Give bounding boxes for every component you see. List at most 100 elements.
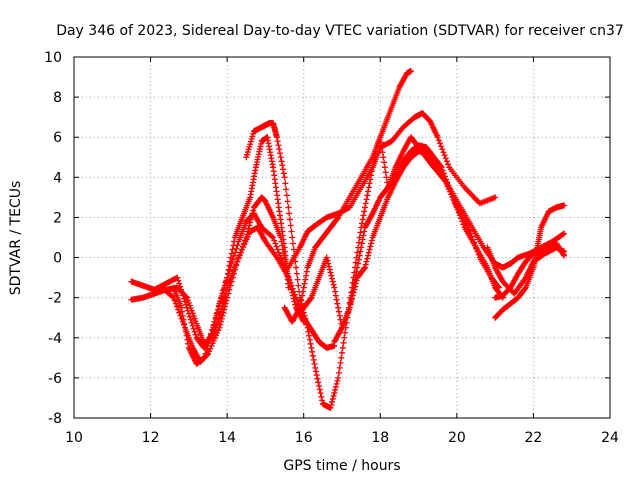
- data-point: [288, 282, 295, 289]
- data-point: [325, 263, 332, 270]
- data-point: [325, 260, 332, 267]
- data-point: [232, 249, 239, 256]
- data-point: [336, 364, 343, 371]
- data-point: [439, 167, 446, 174]
- data-point: [282, 267, 289, 274]
- data-point: [330, 392, 337, 399]
- data-point: [303, 268, 310, 275]
- data-point: [285, 204, 292, 211]
- data-point: [303, 318, 310, 325]
- series-track-4: [170, 210, 338, 367]
- data-point: [185, 340, 192, 347]
- data-point: [213, 310, 220, 317]
- data-point: [224, 274, 231, 281]
- data-point: [237, 249, 244, 256]
- data-point: [362, 200, 369, 207]
- data-point: [190, 325, 197, 332]
- data-point: [307, 340, 314, 347]
- data-point: [279, 242, 286, 249]
- data-point: [279, 162, 286, 169]
- data-point: [273, 243, 280, 250]
- data-point: [313, 372, 320, 379]
- data-point: [311, 360, 318, 367]
- data-point: [218, 308, 225, 315]
- data-point: [453, 203, 460, 210]
- x-tick-label: 10: [65, 430, 83, 446]
- data-point: [221, 282, 228, 289]
- data-point: [350, 289, 357, 296]
- data-point: [310, 356, 317, 363]
- data-point: [445, 161, 452, 168]
- data-point: [561, 248, 568, 255]
- data-point: [379, 149, 386, 156]
- data-point: [354, 249, 361, 256]
- data-point: [328, 272, 335, 279]
- data-point: [298, 296, 305, 303]
- data-point: [270, 234, 277, 241]
- data-point: [351, 286, 358, 293]
- data-point: [286, 210, 293, 217]
- data-point: [232, 261, 239, 268]
- data-point: [203, 346, 210, 353]
- data-point: [229, 246, 236, 253]
- data-point: [295, 282, 302, 289]
- data-point: [287, 222, 294, 229]
- data-point: [217, 321, 224, 328]
- y-tick-label: 8: [53, 90, 62, 106]
- data-point: [365, 249, 372, 256]
- data-point: [352, 280, 359, 287]
- data-point: [327, 404, 334, 411]
- data-point: [381, 159, 388, 166]
- data-point: [314, 375, 321, 382]
- data-point: [381, 164, 388, 171]
- data-point: [312, 364, 319, 371]
- data-point: [222, 278, 229, 285]
- data-point: [303, 272, 310, 279]
- data-point: [243, 234, 250, 241]
- data-point: [441, 152, 448, 159]
- data-point: [336, 312, 343, 319]
- data-point: [277, 234, 284, 241]
- data-point: [333, 296, 340, 303]
- data-point: [352, 283, 359, 290]
- data-point: [293, 270, 300, 277]
- y-tick-label: 10: [44, 50, 62, 66]
- data-point: [460, 221, 467, 228]
- data-point: [214, 306, 221, 313]
- data-point: [234, 258, 241, 265]
- y-tick-label: 4: [53, 170, 62, 186]
- data-point: [173, 303, 180, 310]
- data-point: [275, 142, 282, 149]
- data-point: [211, 318, 218, 325]
- data-point: [361, 204, 368, 211]
- data-point: [178, 304, 185, 311]
- data-point: [458, 215, 465, 222]
- data-point: [362, 261, 369, 268]
- data-point: [234, 242, 241, 249]
- data-point: [319, 397, 326, 404]
- data-point: [360, 232, 367, 239]
- data-point: [301, 312, 308, 319]
- data-point: [368, 240, 375, 247]
- data-point: [333, 380, 340, 387]
- plot-frame: [73, 56, 611, 419]
- data-point: [279, 258, 286, 265]
- data-point: [492, 194, 499, 201]
- data-markers: [128, 68, 568, 411]
- data-point: [561, 202, 568, 209]
- data-point: [282, 180, 289, 187]
- data-point: [382, 169, 389, 176]
- data-point: [276, 150, 283, 157]
- data-point: [332, 386, 339, 393]
- series-track-9: [331, 148, 568, 345]
- data-point: [459, 218, 466, 225]
- data-point: [272, 240, 279, 247]
- data-point: [223, 287, 230, 294]
- chart-title: Day 346 of 2023, Sidereal Day-to-day VTE…: [56, 23, 624, 39]
- data-point: [407, 68, 414, 75]
- data-point: [332, 292, 339, 299]
- data-point: [289, 240, 296, 247]
- data-point: [289, 234, 296, 241]
- data-point: [285, 273, 292, 280]
- series-track-5: [243, 68, 414, 411]
